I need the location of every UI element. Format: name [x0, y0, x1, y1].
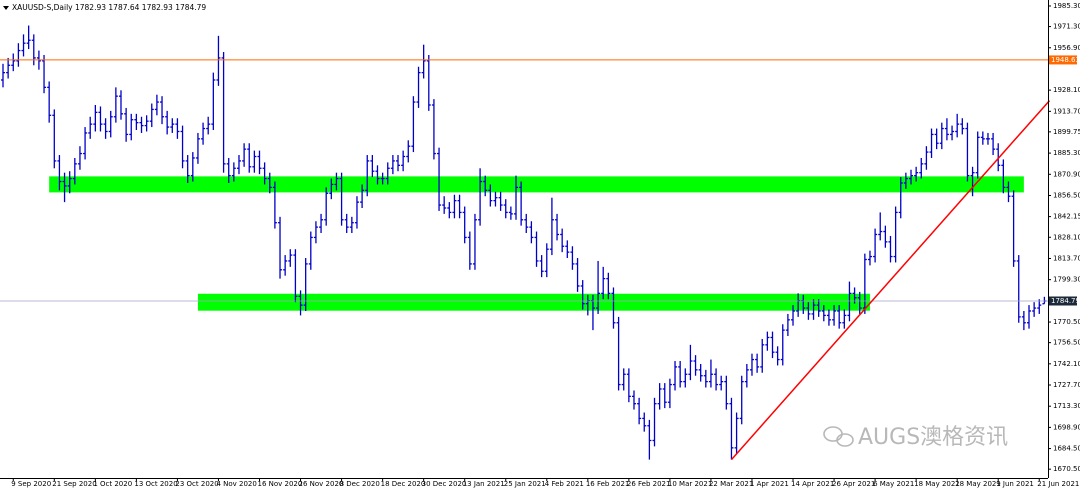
- x-tick-label: 10 Mar 2021: [668, 480, 712, 488]
- level-label-bg: [1049, 55, 1077, 65]
- chart-title: XAUUSD-S,Daily 1782.93 1787.64 1782.93 1…: [12, 3, 206, 12]
- y-tick-label: 1713.30: [1053, 402, 1080, 410]
- x-tick-label: 18 Dec 2020: [381, 480, 426, 488]
- x-tick-label: 9 Jun 2021: [996, 480, 1034, 488]
- x-tick-label: 28 May 2021: [955, 480, 1001, 488]
- x-tick-label: 18 May 2021: [914, 480, 960, 488]
- y-tick-label: 1856.50: [1053, 191, 1080, 199]
- y-tick-label: 1956.90: [1053, 44, 1080, 52]
- x-tick-label: 1 Apr 2021: [750, 480, 789, 488]
- y-tick-label: 1684.50: [1053, 445, 1080, 453]
- current-price-bg: [1049, 296, 1077, 306]
- watermark: AUGS澳格资讯: [858, 425, 1008, 450]
- x-tick-label: 26 Nov 2020: [299, 480, 344, 488]
- x-tick-label: 23 Oct 2020: [175, 480, 218, 488]
- zone: [49, 176, 1024, 193]
- x-tick-label: 4 Feb 2021: [545, 480, 584, 488]
- y-tick-label: 1885.30: [1053, 149, 1080, 157]
- x-tick-label: 26 Feb 2021: [627, 480, 671, 488]
- y-tick-label: 1899.75: [1053, 128, 1080, 136]
- x-tick-label: 16 Nov 2020: [258, 480, 303, 488]
- y-tick-label: 1727.70: [1053, 381, 1080, 389]
- x-tick-label: 13 Oct 2020: [134, 480, 177, 488]
- current-price-label: 1784.79: [1051, 297, 1080, 305]
- watermark-icon: [823, 426, 854, 447]
- x-tick-label: 1 Oct 2020: [93, 480, 132, 488]
- y-tick-label: 1698.90: [1053, 423, 1080, 431]
- x-tick-label: 30 Dec 2020: [422, 480, 467, 488]
- x-tick-label: 8 Dec 2020: [340, 480, 380, 488]
- y-tick-label: 1828.10: [1053, 233, 1080, 241]
- x-tick-label: 14 Apr 2021: [791, 480, 834, 488]
- y-tick-label: 1971.30: [1053, 23, 1080, 31]
- y-tick-label: 1742.10: [1053, 360, 1080, 368]
- x-tick-label: 9 Sep 2020: [11, 480, 51, 488]
- y-tick-label: 1870.90: [1053, 170, 1080, 178]
- y-tick-label: 1842.15: [1053, 213, 1080, 221]
- y-tick-label: 1985.30: [1053, 2, 1080, 10]
- y-tick-label: 1928.10: [1053, 86, 1080, 94]
- x-tick-label: 25 Jan 2021: [504, 480, 546, 488]
- y-tick-label: 1913.70: [1053, 107, 1080, 115]
- y-tick-label: 1670.50: [1053, 465, 1080, 473]
- x-tick-label: 26 Apr 2021: [832, 480, 875, 488]
- x-tick-label: 4 Nov 2020: [216, 480, 256, 488]
- zone: [197, 293, 870, 311]
- x-tick-label: 22 Mar 2021: [709, 480, 753, 488]
- y-tick-label: 1799.30: [1053, 276, 1080, 284]
- title-marker: [3, 6, 9, 10]
- trendline: [730, 100, 1051, 461]
- x-tick-label: 6 May 2021: [873, 480, 914, 488]
- y-tick-label: 1756.50: [1053, 339, 1080, 347]
- y-tick-label: 1770.50: [1053, 318, 1080, 326]
- x-tick-label: 16 Feb 2021: [586, 480, 630, 488]
- x-tick-label: 21 Sep 2020: [52, 480, 96, 488]
- level-label: 1948.63: [1051, 56, 1080, 64]
- x-tick-label: 21 Jun 2021: [1037, 480, 1079, 488]
- y-tick-label: 1813.70: [1053, 254, 1080, 262]
- x-tick-label: 13 Jan 2021: [463, 480, 505, 488]
